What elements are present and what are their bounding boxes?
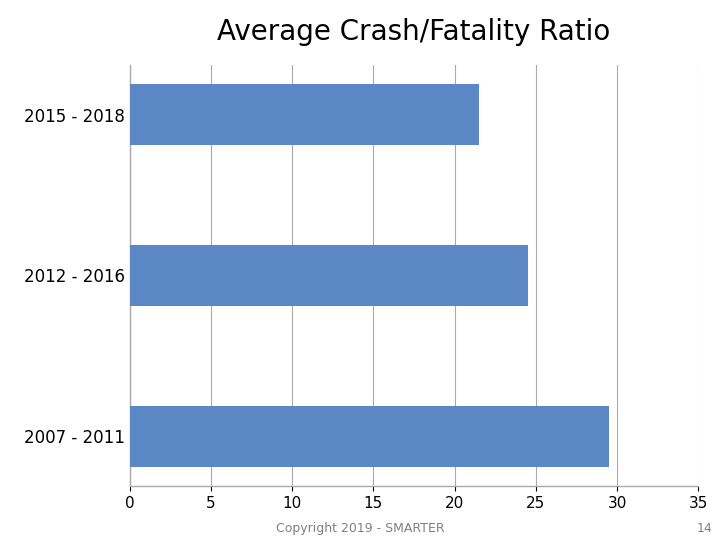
Text: Copyright 2019 - SMARTER: Copyright 2019 - SMARTER (276, 522, 444, 535)
Text: 14: 14 (697, 522, 713, 535)
Bar (130, 406, 609, 467)
Bar (130, 84, 479, 145)
Bar (130, 245, 528, 306)
Title: Average Crash/Fatality Ratio: Average Crash/Fatality Ratio (217, 18, 611, 46)
